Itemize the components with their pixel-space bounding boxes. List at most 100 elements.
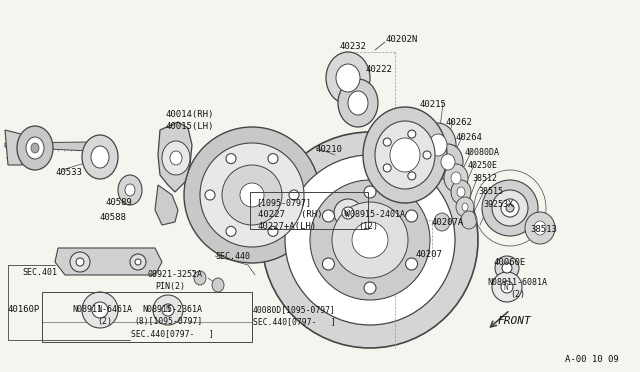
Circle shape <box>70 252 90 272</box>
Text: PIN(2): PIN(2) <box>155 282 185 291</box>
Circle shape <box>406 210 417 222</box>
Circle shape <box>200 143 304 247</box>
Text: 38515: 38515 <box>478 187 503 196</box>
Circle shape <box>205 190 215 200</box>
Text: 40232: 40232 <box>340 42 367 51</box>
Text: W08915-2401A: W08915-2401A <box>345 210 405 219</box>
Ellipse shape <box>375 121 435 189</box>
Circle shape <box>495 256 519 280</box>
Text: (2): (2) <box>97 317 112 326</box>
Ellipse shape <box>91 146 109 168</box>
Polygon shape <box>155 185 178 225</box>
Ellipse shape <box>451 180 471 204</box>
Circle shape <box>310 180 430 300</box>
Ellipse shape <box>162 141 190 175</box>
Ellipse shape <box>525 212 555 244</box>
Ellipse shape <box>82 135 118 179</box>
Circle shape <box>240 183 264 207</box>
Text: 40080D[1095-0797]: 40080D[1095-0797] <box>253 305 336 314</box>
Circle shape <box>268 154 278 164</box>
Ellipse shape <box>434 213 450 231</box>
Circle shape <box>482 180 538 236</box>
Text: 38513: 38513 <box>530 225 557 234</box>
Circle shape <box>408 172 416 180</box>
Circle shape <box>153 295 183 325</box>
Circle shape <box>502 263 512 273</box>
Circle shape <box>323 210 335 222</box>
Circle shape <box>492 272 522 302</box>
Text: A-00 10 09: A-00 10 09 <box>565 355 619 364</box>
Circle shape <box>285 155 455 325</box>
Text: SEC.401: SEC.401 <box>22 268 57 277</box>
Text: SEC.440[0797-   ]: SEC.440[0797- ] <box>131 329 214 338</box>
Text: 40080DA: 40080DA <box>465 148 500 157</box>
Text: 38512: 38512 <box>472 174 497 183</box>
Circle shape <box>364 186 376 198</box>
Ellipse shape <box>348 91 368 115</box>
Ellipse shape <box>31 143 39 153</box>
Text: W: W <box>344 208 349 218</box>
Circle shape <box>92 302 108 318</box>
Ellipse shape <box>26 137 44 159</box>
Text: 40589: 40589 <box>105 198 132 207</box>
Circle shape <box>501 281 513 293</box>
Circle shape <box>76 258 84 266</box>
Ellipse shape <box>390 138 420 172</box>
Ellipse shape <box>420 123 456 167</box>
Text: 40207: 40207 <box>415 250 442 259</box>
Ellipse shape <box>444 164 468 192</box>
Text: FRONT: FRONT <box>498 316 532 326</box>
Ellipse shape <box>433 144 463 180</box>
Text: 40262: 40262 <box>445 118 472 127</box>
Ellipse shape <box>456 197 474 217</box>
Text: [1095-0797]: [1095-0797] <box>256 198 311 207</box>
Ellipse shape <box>451 172 461 184</box>
Text: 40215: 40215 <box>420 100 447 109</box>
Text: N: N <box>504 282 509 292</box>
Text: 40533: 40533 <box>55 168 82 177</box>
Circle shape <box>364 282 376 294</box>
Circle shape <box>334 199 362 227</box>
Circle shape <box>226 227 236 236</box>
Ellipse shape <box>363 107 447 203</box>
Text: N08911-6461A: N08911-6461A <box>72 305 132 314</box>
Ellipse shape <box>17 126 53 170</box>
Circle shape <box>406 258 417 270</box>
Ellipse shape <box>336 64 360 92</box>
Circle shape <box>492 190 528 226</box>
Ellipse shape <box>461 211 477 229</box>
Polygon shape <box>55 248 162 275</box>
Circle shape <box>323 258 335 270</box>
Ellipse shape <box>429 134 447 156</box>
Ellipse shape <box>125 184 135 196</box>
Circle shape <box>408 130 416 138</box>
Text: N08911-6081A: N08911-6081A <box>487 278 547 287</box>
Circle shape <box>162 304 174 316</box>
Circle shape <box>268 227 278 236</box>
Ellipse shape <box>462 203 468 211</box>
Circle shape <box>383 138 391 146</box>
Circle shape <box>342 207 354 219</box>
Text: 40207A: 40207A <box>432 218 464 227</box>
Polygon shape <box>5 142 92 151</box>
Text: 40222: 40222 <box>365 65 392 74</box>
Text: (8)[1095-0797]: (8)[1095-0797] <box>134 317 202 326</box>
Circle shape <box>423 151 431 159</box>
Circle shape <box>184 127 320 263</box>
Circle shape <box>352 222 388 258</box>
Circle shape <box>383 164 391 172</box>
Ellipse shape <box>457 187 465 197</box>
Circle shape <box>226 154 236 164</box>
Text: (2): (2) <box>510 290 525 299</box>
Ellipse shape <box>326 52 370 104</box>
Circle shape <box>82 292 118 328</box>
Text: 40015(LH): 40015(LH) <box>165 122 213 131</box>
Ellipse shape <box>534 221 546 235</box>
Text: 39253X: 39253X <box>483 200 513 209</box>
Text: 40210: 40210 <box>316 145 343 154</box>
Text: SEC.440: SEC.440 <box>215 252 250 261</box>
Text: 08921-3252A: 08921-3252A <box>148 270 203 279</box>
Text: N08915-2361A: N08915-2361A <box>142 305 202 314</box>
Text: 40227   (RH): 40227 (RH) <box>258 210 323 219</box>
Text: (12): (12) <box>358 222 378 231</box>
